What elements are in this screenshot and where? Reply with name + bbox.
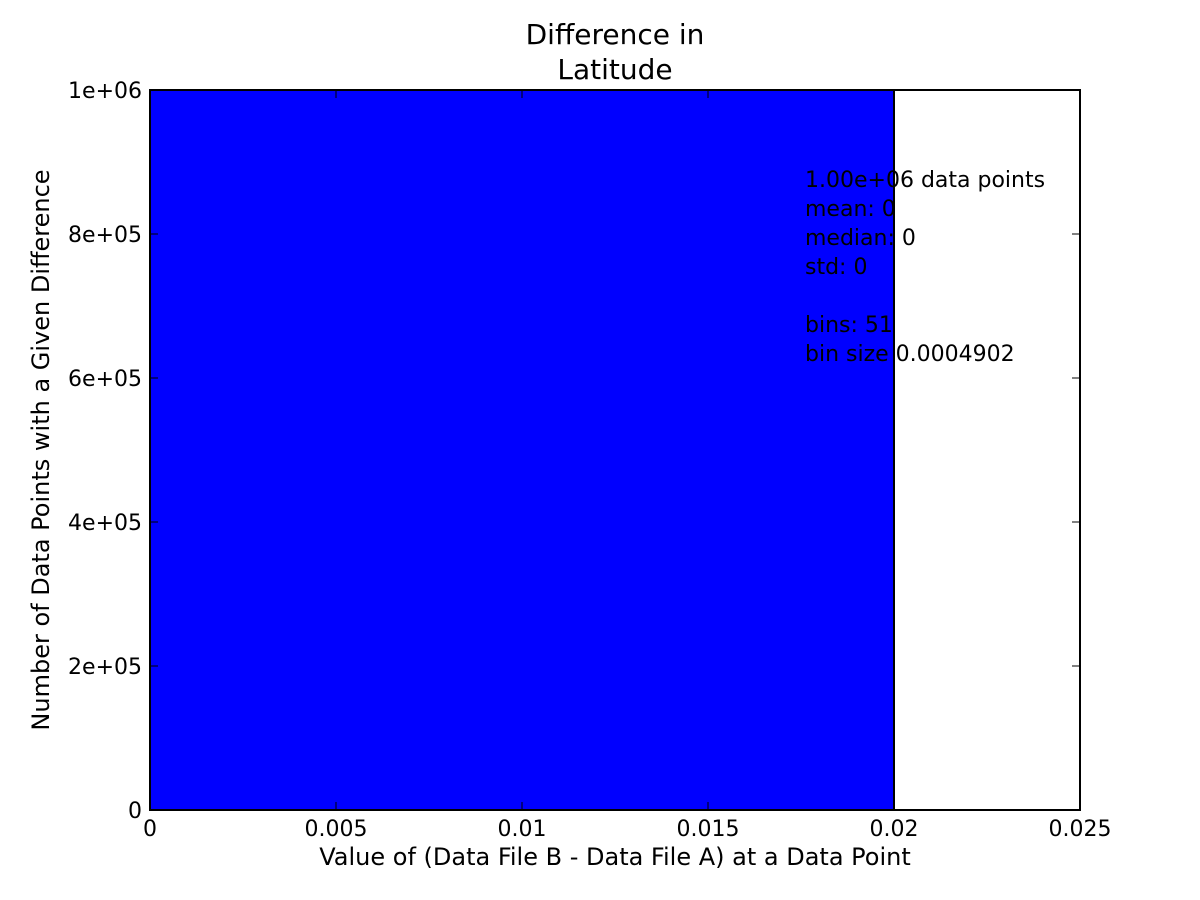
x-tick-label: 0	[143, 817, 157, 842]
y-tick-label: 1e+06	[68, 79, 142, 104]
x-axis-label: Value of (Data File B - Data File A) at …	[319, 843, 911, 871]
x-tick-labels: 0 0.005 0.01 0.015 0.02 0.025	[143, 817, 1111, 842]
x-tick-label: 0.025	[1049, 817, 1112, 842]
y-axis-label: Number of Data Points with a Given Diffe…	[27, 169, 55, 730]
bars	[149, 89, 895, 811]
y-tick-label: 4e+05	[68, 511, 142, 536]
histogram-bar	[149, 89, 895, 811]
chart-title-line-1: Difference in	[526, 18, 705, 51]
annotation-line: bins: 51	[805, 313, 893, 338]
x-tick-label: 0.02	[870, 817, 919, 842]
y-tick-label: 0	[128, 799, 142, 824]
plot-frame	[149, 89, 1081, 811]
annotation-line: bin size 0.0004902	[805, 342, 1015, 367]
y-tick-label: 6e+05	[68, 367, 142, 392]
annotation-line: std: 0	[805, 255, 867, 280]
chart-title-line-2: Latitude	[557, 53, 672, 86]
annotation-line: median: 0	[805, 226, 916, 251]
x-tick-label: 0.01	[498, 817, 547, 842]
y-tick-label: 8e+05	[68, 223, 142, 248]
chart-title: Difference in Latitude	[526, 18, 705, 86]
stats-annotation: 1.00e+06 data points mean: 0 median: 0 std:…	[805, 168, 1045, 367]
x-tick-label: 0.015	[677, 817, 740, 842]
y-tick-labels: 0 2e+05 4e+05 6e+05 8e+05 1e+06	[68, 79, 142, 824]
x-tick-label: 0.005	[305, 817, 368, 842]
y-tick-label: 2e+05	[68, 655, 142, 680]
annotation-line: mean: 0	[805, 197, 896, 222]
annotation-line: 1.00e+06 data points	[805, 168, 1045, 193]
